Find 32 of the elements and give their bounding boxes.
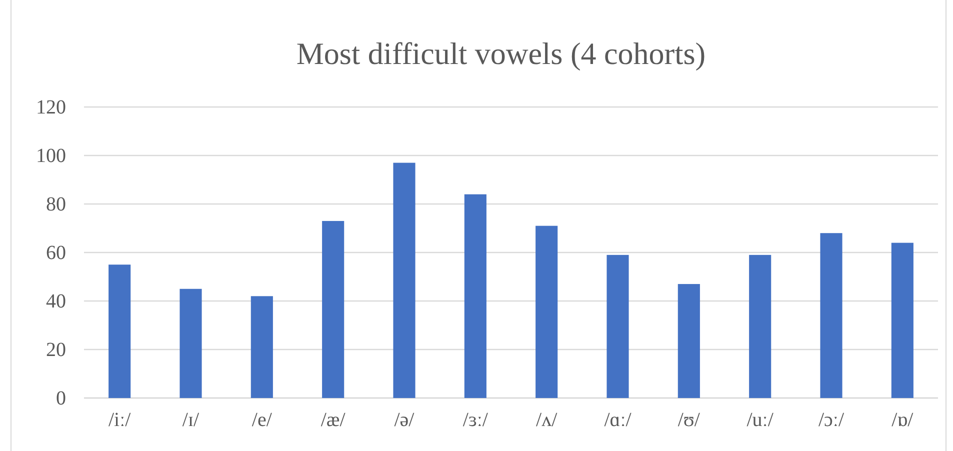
bar — [464, 194, 486, 398]
bar — [678, 284, 700, 398]
y-tick-label: 20 — [46, 338, 66, 361]
bar — [250, 296, 273, 398]
x-tick-label: /ɒ/ — [892, 409, 914, 432]
x-tick-label: /e/ — [252, 409, 272, 432]
y-tick-label: 80 — [46, 193, 66, 216]
bar — [322, 220, 344, 398]
bar — [891, 242, 914, 398]
x-tick-label: /ɪ/ — [182, 409, 200, 432]
x-tick-label: /uː/ — [746, 409, 774, 432]
y-tick-label: 100 — [36, 144, 66, 167]
bar — [606, 254, 629, 398]
x-tick-label: /ə/ — [394, 409, 415, 432]
bar — [180, 288, 202, 398]
bar — [108, 264, 131, 398]
x-tick-label: /ʊ/ — [678, 409, 700, 432]
chart-title: Most difficult vowels (4 cohorts) — [296, 36, 706, 71]
bar — [749, 254, 772, 398]
x-tick-label: /iː/ — [108, 409, 132, 432]
y-tick-label: 0 — [56, 387, 66, 410]
x-tick-label: /ɑː/ — [604, 409, 632, 432]
x-tick-label: /æ/ — [320, 409, 346, 432]
bar — [820, 233, 842, 398]
x-tick-label: /ɜː/ — [462, 409, 488, 432]
bar — [536, 226, 558, 398]
y-tick-label: 40 — [46, 290, 66, 312]
x-tick-label: /ʌ/ — [536, 409, 558, 432]
x-tick-label: /ɔː/ — [818, 409, 844, 432]
y-tick-label: 60 — [46, 242, 66, 264]
bar — [393, 162, 416, 398]
y-tick-label: 120 — [36, 96, 66, 118]
